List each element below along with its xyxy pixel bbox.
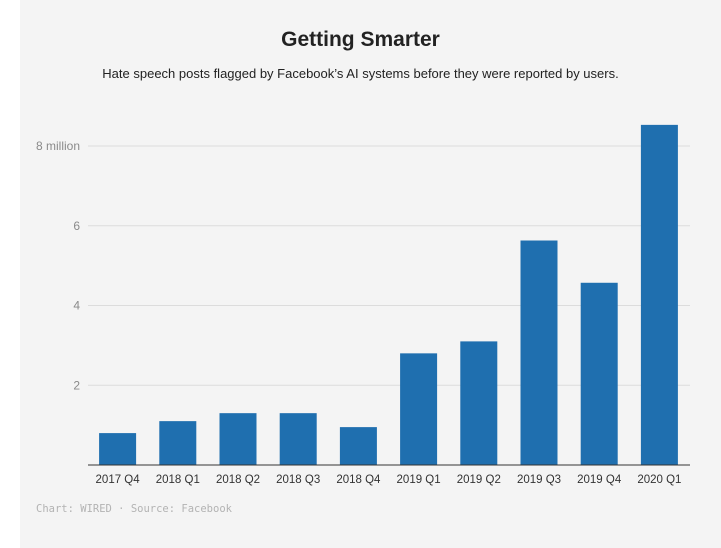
axes: 2 4 6 8 million 2017 Q4 2018 Q1 2018 Q2 2018 Q3… — [36, 139, 690, 486]
x-tick-label: 2018 Q4 — [336, 474, 381, 486]
gridlines — [88, 145, 690, 386]
x-tick-label: 2019 Q3 — [517, 474, 561, 486]
x-tick-label: 2018 Q1 — [156, 474, 200, 486]
bar — [219, 413, 257, 465]
x-tick-label: 2018 Q3 — [276, 474, 320, 486]
x-tick-label: 2019 Q1 — [397, 474, 441, 486]
y-tick-label: 2 — [73, 378, 80, 392]
bar — [640, 124, 678, 466]
chart-credit: Chart: WIRED · Source: Facebook — [36, 503, 232, 515]
credit-source: Source: Facebook — [130, 503, 232, 515]
credit-separator: · — [111, 503, 131, 515]
y-tick-label: 6 — [73, 219, 80, 233]
y-tick-label: 8 million — [36, 139, 80, 153]
x-tick-label: 2017 Q4 — [96, 474, 141, 486]
x-tick-label: 2019 Q2 — [457, 474, 501, 486]
y-tick-label: 4 — [73, 299, 80, 313]
bar — [99, 433, 137, 465]
bar — [460, 341, 498, 465]
bar — [339, 427, 377, 465]
chart-subtitle: Hate speech posts flagged by Facebook’s … — [102, 66, 619, 81]
bar — [279, 413, 317, 465]
bar — [580, 282, 618, 465]
x-tick-label: 2020 Q1 — [637, 474, 681, 486]
chart-title: Getting Smarter — [281, 28, 440, 51]
bars — [99, 124, 678, 466]
x-tick-label: 2019 Q4 — [577, 474, 622, 486]
bar — [400, 353, 438, 465]
bar — [159, 421, 197, 465]
bar — [520, 240, 558, 465]
x-tick-label: 2018 Q2 — [216, 474, 260, 486]
credit-chart: Chart: WIRED — [36, 503, 112, 515]
